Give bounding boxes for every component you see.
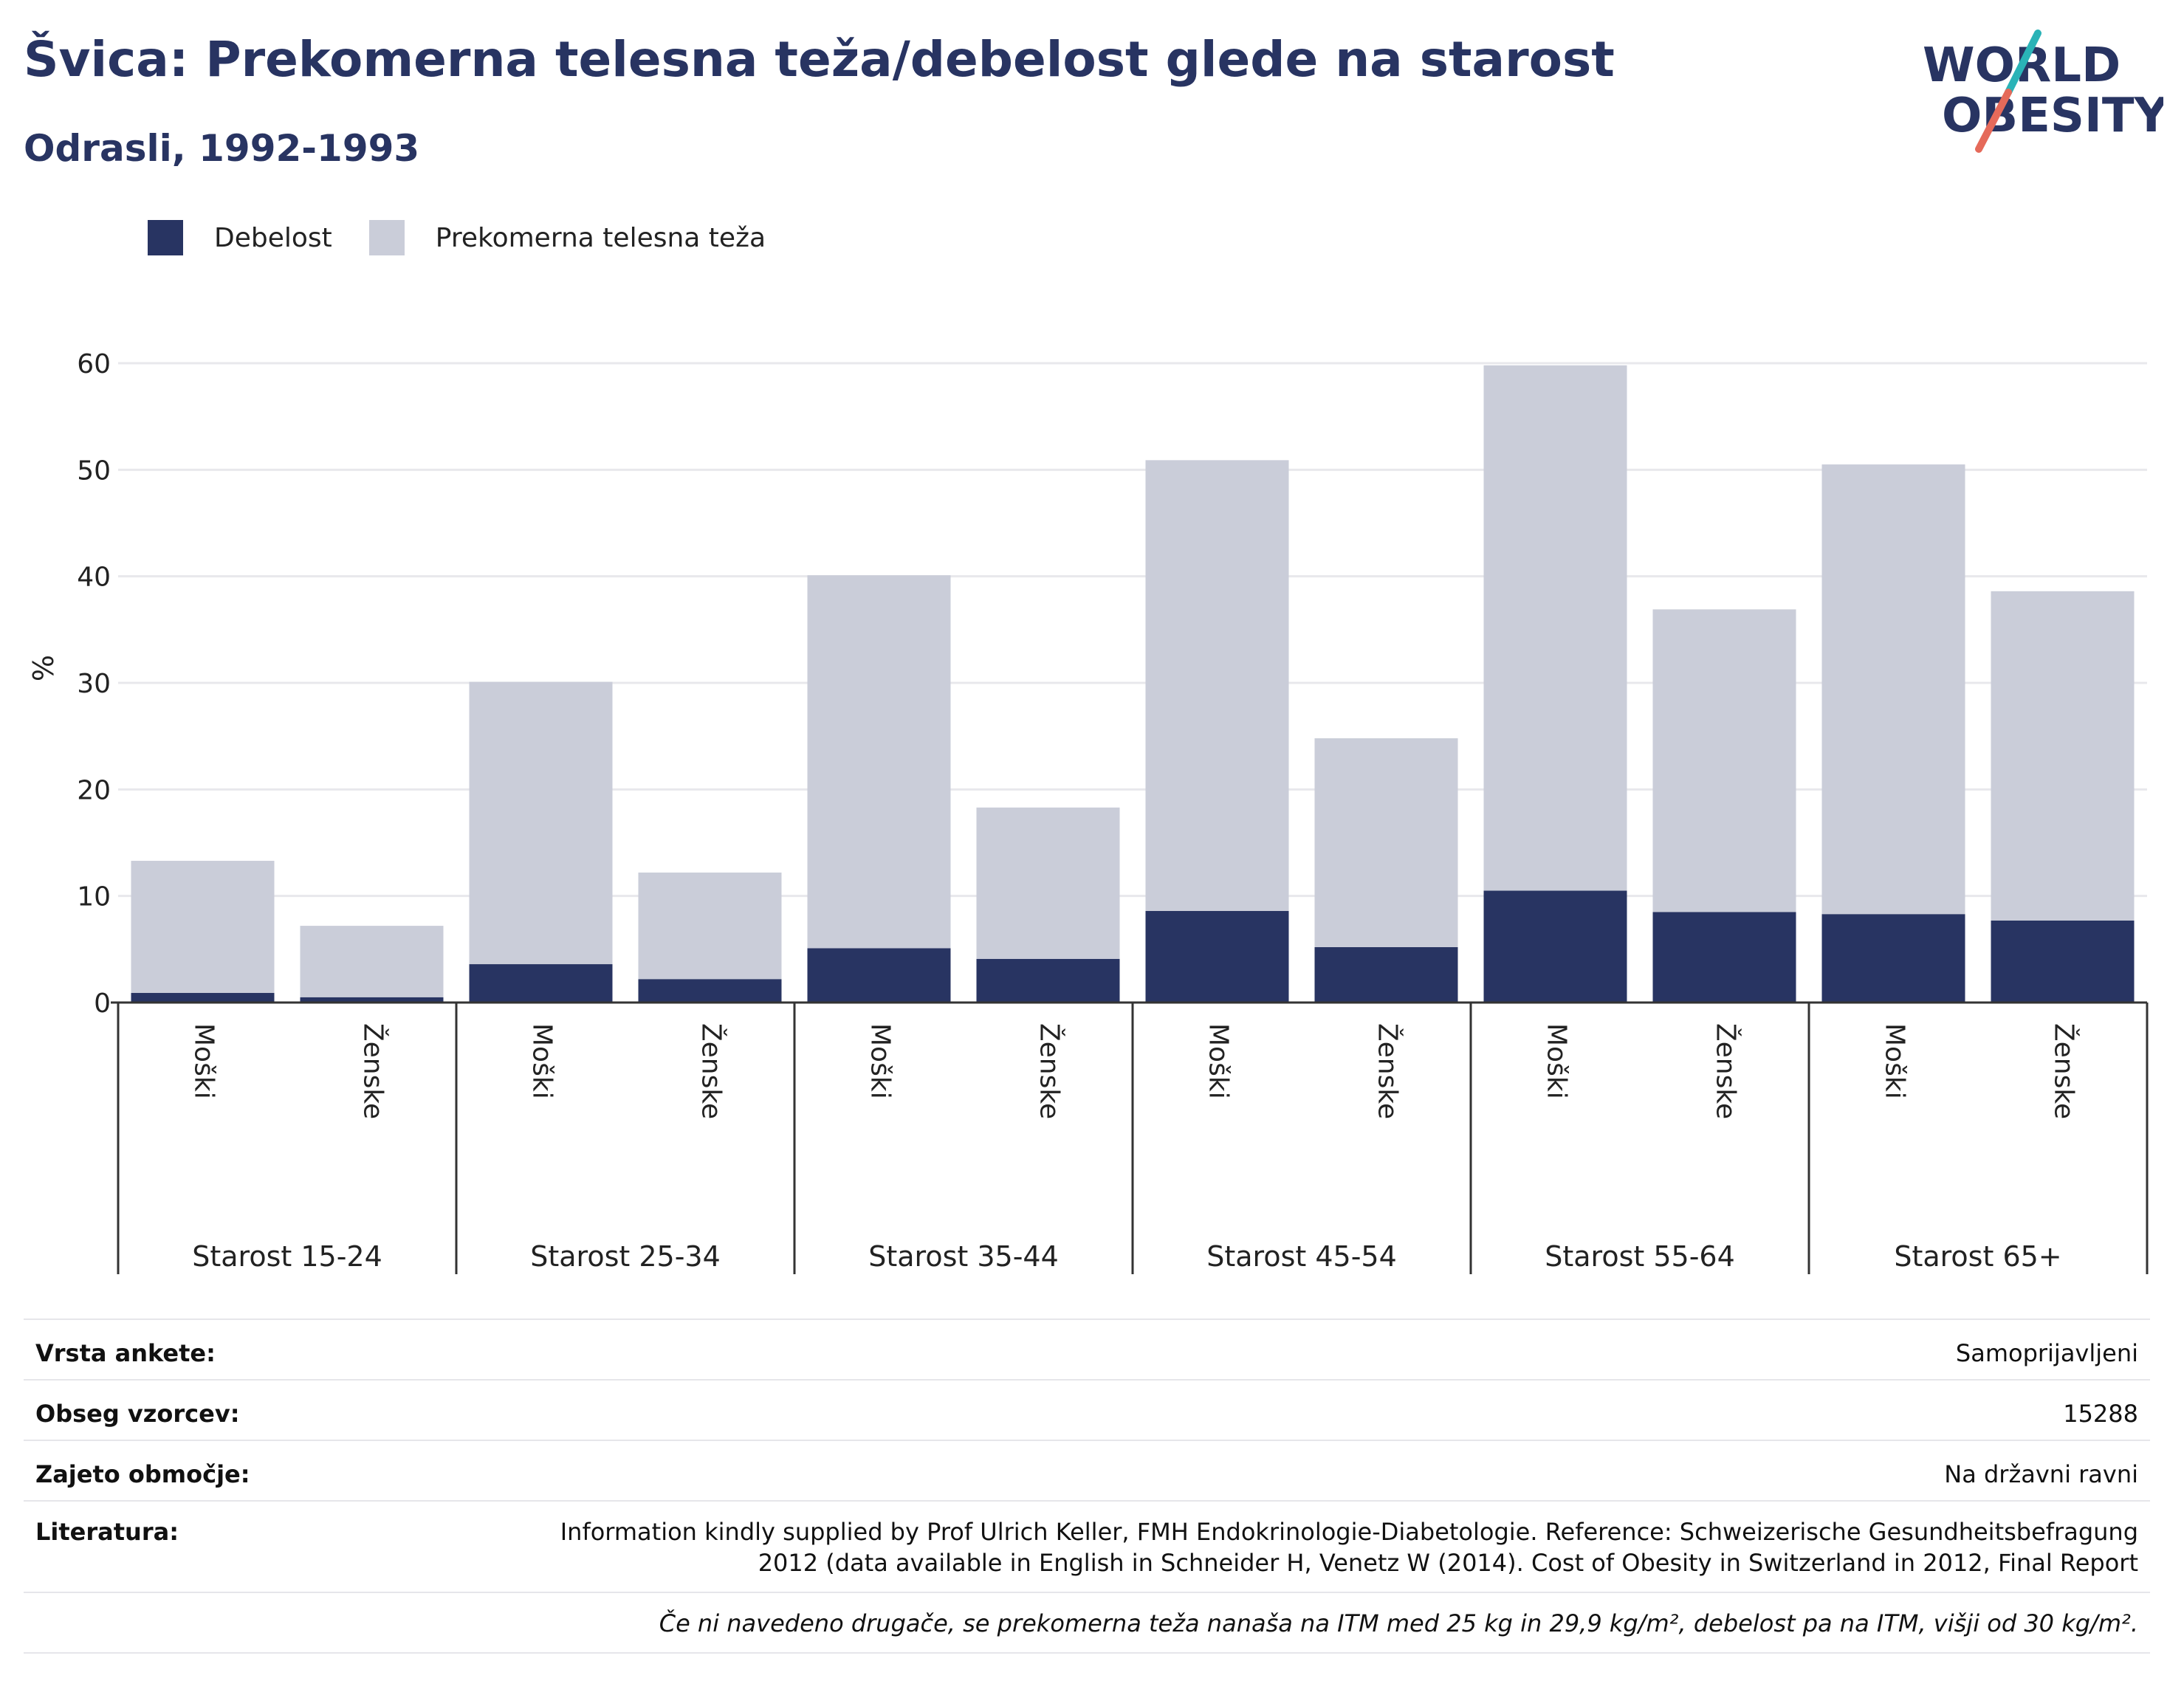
info-row-coverage: Zajeto območje: Na državni ravni: [24, 1440, 2150, 1500]
bar-overweight: [1145, 460, 1289, 911]
info-value: Information kindly supplied by Prof Ulri…: [560, 1518, 2138, 1577]
x-category-label: Ženske: [696, 1023, 727, 1119]
info-row-sample-size: Obseg vzorcev: 15288: [24, 1379, 2150, 1440]
logo-slash-teal: [2005, 30, 2042, 96]
bar-obesity: [1145, 910, 1289, 1003]
y-axis-label: %: [27, 655, 60, 681]
x-group-label: Starost 35-44: [868, 1240, 1059, 1273]
x-category-label: Moški: [865, 1023, 896, 1099]
bar-obesity: [1314, 946, 1458, 1003]
bar-obesity: [300, 997, 444, 1003]
bar-overweight: [300, 926, 444, 997]
bar-overweight: [1314, 738, 1458, 947]
x-category-label: Moški: [1542, 1023, 1572, 1099]
legend-swatch-obesity: [148, 220, 183, 255]
bar-obesity: [638, 979, 782, 1003]
info-key: Vrsta ankete:: [35, 1339, 216, 1367]
legend-label-overweight: Prekomerna telesna teža: [435, 222, 766, 253]
x-category-label: Ženske: [1034, 1023, 1065, 1119]
bar-obesity: [1821, 914, 1965, 1003]
logo-text-obesity: OBESITY: [1942, 89, 2163, 143]
info-key: Obseg vzorcev:: [35, 1400, 240, 1428]
info-key: Zajeto območje:: [35, 1460, 250, 1488]
x-category-label: Moški: [1203, 1023, 1234, 1099]
y-tick-label: 10: [77, 882, 111, 912]
bar-obesity: [469, 964, 613, 1003]
x-group-label: Starost 65+: [1894, 1240, 2061, 1273]
bar-overweight: [807, 575, 951, 949]
x-group-label: Starost 25-34: [530, 1240, 721, 1273]
bar-overweight: [469, 681, 613, 965]
page-subtitle: Odrasli, 1992-1993: [24, 127, 420, 170]
bar-overweight: [1652, 609, 1796, 912]
x-category-label: Moški: [527, 1023, 557, 1099]
legend-swatch-overweight: [368, 220, 405, 255]
legend-item-overweight[interactable]: Prekomerna telesna teža: [368, 220, 766, 255]
bar-overweight: [1821, 464, 1965, 915]
bar-obesity: [1483, 890, 1627, 1003]
x-group-label: Starost 55-64: [1545, 1240, 1735, 1273]
x-group-label: Starost 15-24: [192, 1240, 382, 1273]
page-title: Švica: Prekomerna telesna teža/debelost …: [24, 31, 1615, 88]
world-obesity-logo: WORLD OBESITY: [1923, 30, 2163, 153]
info-row-literature: Literatura: Information kindly supplied …: [24, 1500, 2150, 1592]
x-category-label: Ženske: [1373, 1023, 1404, 1119]
bar-obesity: [1991, 920, 2135, 1003]
legend-label-obesity: Debelost: [214, 222, 332, 253]
chart-legend: Debelost Prekomerna telesna teža: [148, 220, 803, 255]
y-tick-label: 20: [77, 775, 111, 805]
bar-obesity: [976, 958, 1120, 1003]
info-key: Literatura:: [35, 1518, 179, 1546]
bar-overweight: [976, 807, 1120, 959]
bar-overweight: [1991, 591, 2135, 921]
x-group-label: Starost 45-54: [1206, 1240, 1397, 1273]
x-category-label: Ženske: [2049, 1023, 2080, 1119]
info-row-survey-type: Vrsta ankete: Samoprijavljeni: [24, 1318, 2150, 1379]
bar-obesity: [131, 993, 275, 1003]
bar-overweight: [638, 872, 782, 980]
bar-overweight: [131, 861, 275, 994]
logo-slash-coral: [1975, 89, 2012, 153]
x-category-label: Moški: [189, 1023, 219, 1099]
bar-overweight: [1483, 365, 1627, 891]
y-tick-label: 50: [77, 455, 111, 486]
stacked-bar-chart: 0 10 20 30 40 50 60% Moški Ženske Starost 15-24 Mo…: [27, 349, 2149, 1274]
x-category-label: Moški: [1880, 1023, 1910, 1099]
x-category-label: Ženske: [358, 1023, 389, 1119]
x-category-label: Ženske: [1711, 1023, 1742, 1119]
y-tick-label: 40: [77, 563, 111, 593]
bar-obesity: [807, 948, 951, 1003]
info-value: Na državni ravni: [1944, 1460, 2138, 1488]
legend-item-obesity[interactable]: Debelost: [148, 220, 332, 255]
info-value: 15288: [2063, 1400, 2138, 1428]
y-tick-label: 0: [94, 989, 111, 1019]
survey-info-table: Vrsta ankete: Samoprijavljeni Obseg vzor…: [24, 1318, 2150, 1654]
bar-obesity: [1652, 912, 1796, 1003]
definition-note: Če ni navedeno drugače, se prekomerna te…: [24, 1592, 2150, 1654]
y-tick-label: 60: [77, 349, 111, 379]
info-value: Samoprijavljeni: [1955, 1339, 2138, 1367]
y-tick-label: 30: [77, 669, 111, 699]
